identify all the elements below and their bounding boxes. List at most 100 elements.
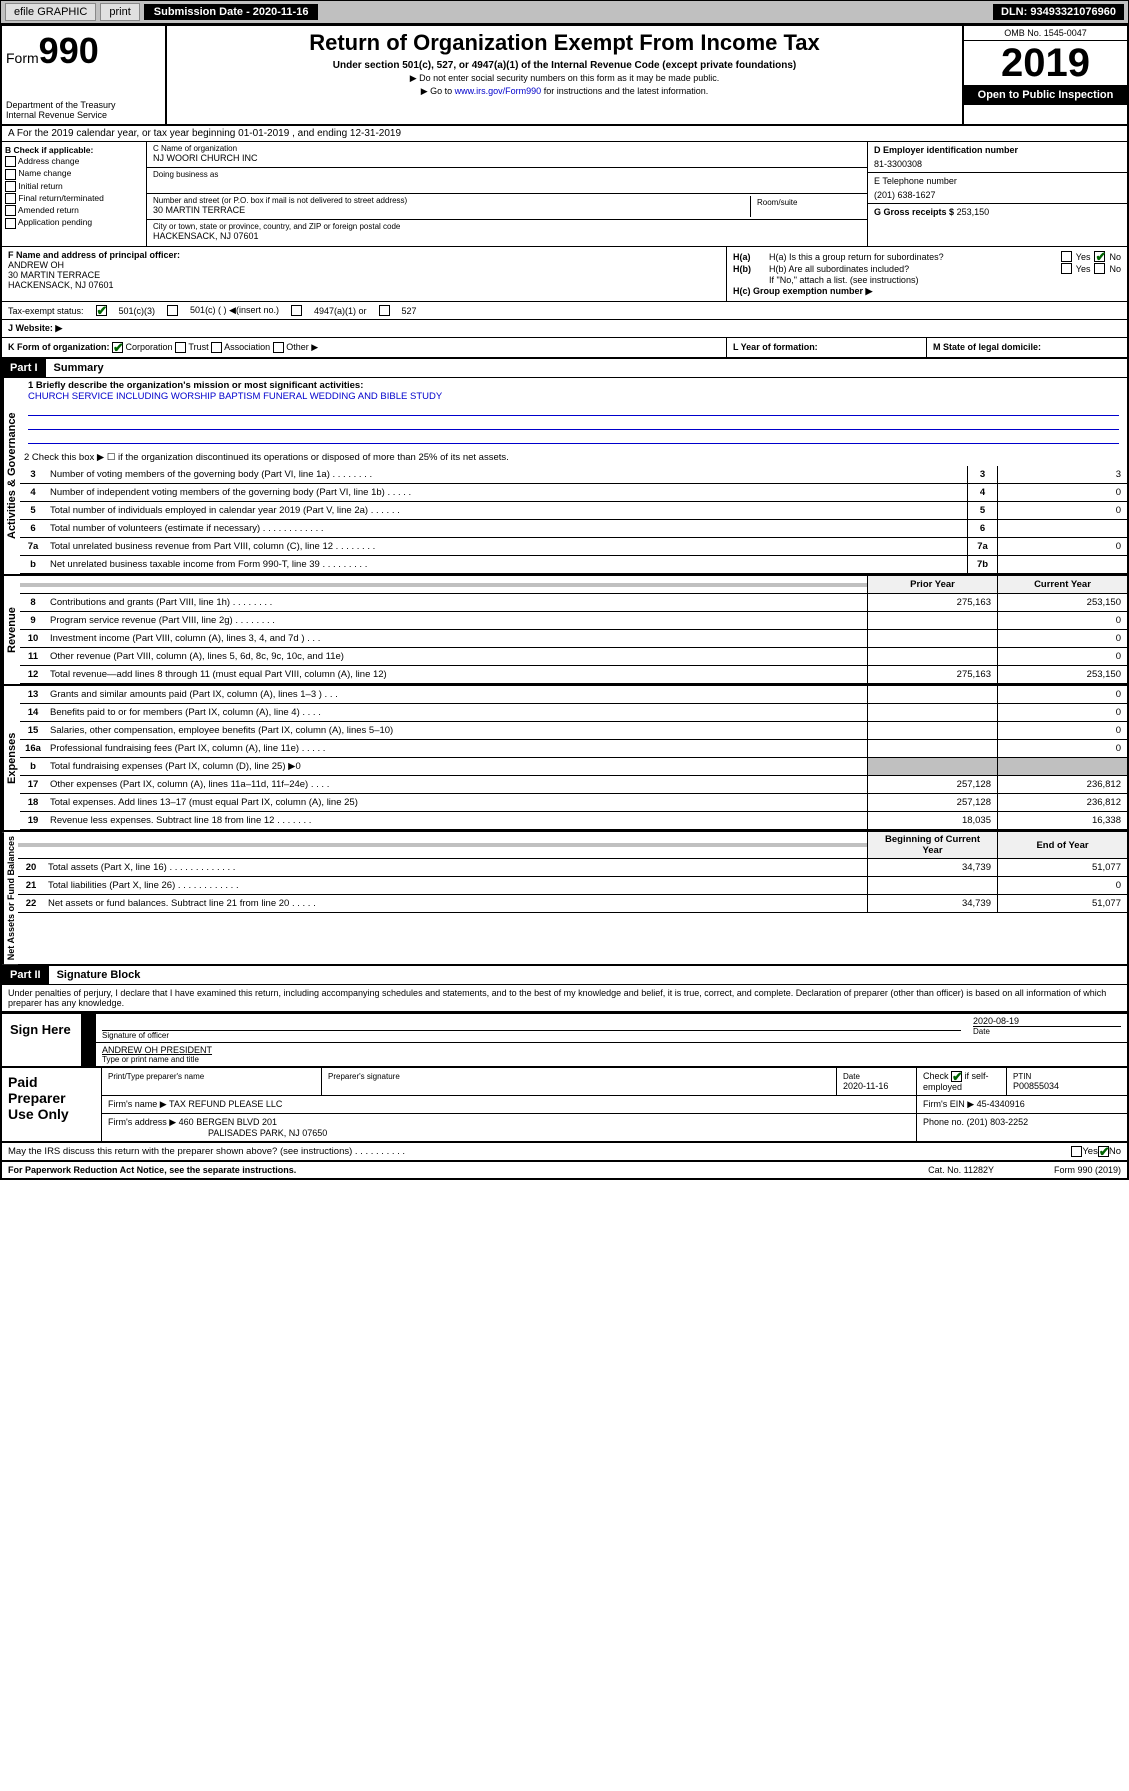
dln-label: DLN: 93493321076960 <box>993 4 1124 20</box>
sign-here-lbl: Sign Here <box>2 1014 82 1066</box>
tax-year: 2019 <box>964 41 1127 85</box>
goto-suffix: for instructions and the latest informat… <box>541 86 708 96</box>
prep-date-lbl: Date <box>843 1072 860 1081</box>
prep-name-lbl: Print/Type preparer's name <box>108 1072 204 1081</box>
officer-lbl: F Name and address of principal officer: <box>8 250 180 260</box>
year-formation: L Year of formation: <box>733 342 818 352</box>
omb-number: OMB No. 1545-0047 <box>964 26 1127 41</box>
chk-name-change[interactable] <box>5 169 16 180</box>
firm-ein: 45-4340916 <box>977 1099 1025 1109</box>
chk-final[interactable] <box>5 193 16 204</box>
form-ref: Form 990 (2019) <box>1054 1165 1121 1175</box>
sig-date: 2020-08-19 <box>973 1016 1121 1026</box>
firm-lbl: Firm's name ▶ <box>108 1099 167 1109</box>
chk-discuss-yes[interactable] <box>1071 1146 1082 1157</box>
gross-lbl: G Gross receipts $ <box>874 207 954 217</box>
chk-527[interactable] <box>379 305 390 316</box>
street-addr: 30 MARTIN TERRACE <box>153 205 750 215</box>
chk-hb-yes[interactable] <box>1061 263 1072 274</box>
form-subtitle: Under section 501(c), 527, or 4947(a)(1)… <box>175 60 954 71</box>
prep-date: 2020-11-16 <box>843 1081 888 1091</box>
side-netassets: Net Assets or Fund Balances <box>2 832 18 964</box>
chk-other[interactable] <box>273 342 284 353</box>
chk-501c3[interactable] <box>96 305 107 316</box>
side-expenses: Expenses <box>2 686 20 830</box>
hb-lbl: H(b) <box>733 264 765 274</box>
hc-lbl: H(c) Group exemption number ▶ <box>733 286 872 297</box>
form-number: 990 <box>39 30 99 71</box>
part1-hdr: Part I <box>2 359 46 377</box>
firm-addr2: PALISADES PARK, NJ 07650 <box>208 1128 327 1138</box>
chk-discuss-no[interactable] <box>1098 1146 1109 1157</box>
website-lbl: J Website: ▶ <box>8 323 62 334</box>
org-name: NJ WOORI CHURCH INC <box>153 153 861 163</box>
part2-title: Signature Block <box>49 966 149 984</box>
submission-date-button[interactable]: Submission Date - 2020-11-16 <box>144 4 319 20</box>
row-a-period: A For the 2019 calendar year, or tax yea… <box>2 126 1127 142</box>
officer-addr2: HACKENSACK, NJ 07601 <box>8 280 114 290</box>
box-b-label: B Check if applicable: <box>5 145 93 155</box>
mission-text: CHURCH SERVICE INCLUDING WORSHIP BAPTISM… <box>28 391 1119 402</box>
chk-501c[interactable] <box>167 305 178 316</box>
chk-self-emp[interactable] <box>951 1071 962 1082</box>
room-lbl: Room/suite <box>757 198 797 207</box>
ein-val: 81-3300308 <box>874 159 1121 169</box>
chk-address-change[interactable] <box>5 156 16 167</box>
tax-status-lbl: Tax-exempt status: <box>8 306 84 316</box>
chk-ha-yes[interactable] <box>1061 251 1072 262</box>
firm-phone: (201) 803-2252 <box>967 1117 1029 1127</box>
state-domicile: M State of legal domicile: <box>933 342 1041 352</box>
chk-trust[interactable] <box>175 342 186 353</box>
firm-name: TAX REFUND PLEASE LLC <box>169 1099 282 1109</box>
hdr-current-year: Current Year <box>997 576 1127 593</box>
form-org-lbl: K Form of organization: <box>8 342 110 352</box>
discuss-text: May the IRS discuss this return with the… <box>8 1146 1071 1157</box>
paperwork-notice: For Paperwork Reduction Act Notice, see … <box>8 1165 296 1175</box>
open-inspection: Open to Public Inspection <box>964 85 1127 105</box>
addr-lbl: Number and street (or P.O. box if mail i… <box>153 196 750 205</box>
top-toolbar: efile GRAPHIC print Submission Date - 20… <box>0 0 1129 24</box>
firm-addr-lbl: Firm's address ▶ <box>108 1117 176 1127</box>
hb-note: If "No," attach a list. (see instruction… <box>733 275 1121 285</box>
dept-treasury: Department of the Treasury Internal Reve… <box>6 100 161 120</box>
part2-hdr: Part II <box>2 966 49 984</box>
paid-preparer-lbl: Paid Preparer Use Only <box>2 1068 102 1141</box>
chk-corp[interactable] <box>112 342 123 353</box>
ha-lbl: H(a) <box>733 252 765 262</box>
side-governance: Activities & Governance <box>2 378 20 574</box>
form-990: Form990 Department of the Treasury Inter… <box>0 24 1129 1180</box>
efile-button[interactable]: efile GRAPHIC <box>5 3 96 21</box>
firm-phone-lbl: Phone no. <box>923 1117 964 1127</box>
phone-val: (201) 638-1627 <box>874 190 1121 200</box>
hdr-prior-year: Prior Year <box>867 576 997 593</box>
chk-amended[interactable] <box>5 205 16 216</box>
city-val: HACKENSACK, NJ 07601 <box>153 231 861 241</box>
chk-assoc[interactable] <box>211 342 222 353</box>
form-word: Form <box>6 50 39 66</box>
form-title: Return of Organization Exempt From Incom… <box>175 30 954 56</box>
city-lbl: City or town, state or province, country… <box>153 222 861 231</box>
sig-officer-lbl: Signature of officer <box>102 1030 961 1040</box>
chk-pending[interactable] <box>5 218 16 229</box>
irs-link[interactable]: www.irs.gov/Form990 <box>455 86 542 96</box>
chk-initial[interactable] <box>5 181 16 192</box>
chk-hb-no[interactable] <box>1094 263 1105 274</box>
ptin-lbl: PTIN <box>1013 1072 1031 1081</box>
sig-name: ANDREW OH PRESIDENT <box>102 1045 1121 1055</box>
side-revenue: Revenue <box>2 576 20 684</box>
chk-ha-no[interactable] <box>1094 251 1105 262</box>
line2-discontinue: 2 Check this box ▶ ☐ if the organization… <box>20 450 1127 465</box>
prep-sig-lbl: Preparer's signature <box>328 1072 400 1081</box>
hdr-begin-year: Beginning of Current Year <box>867 832 997 858</box>
chk-4947[interactable] <box>291 305 302 316</box>
phone-lbl: E Telephone number <box>874 176 957 186</box>
sig-date-lbl: Date <box>973 1026 1121 1036</box>
dba-lbl: Doing business as <box>153 170 861 179</box>
ein-lbl: D Employer identification number <box>874 145 1018 155</box>
gross-val: 253,150 <box>957 207 990 217</box>
penalty-text: Under penalties of perjury, I declare th… <box>2 985 1127 1012</box>
goto-prefix: ▶ Go to <box>421 86 455 96</box>
print-button[interactable]: print <box>100 3 139 21</box>
ssn-note: ▶ Do not enter social security numbers o… <box>175 73 954 84</box>
box-b: B Check if applicable: Address change Na… <box>2 142 147 246</box>
